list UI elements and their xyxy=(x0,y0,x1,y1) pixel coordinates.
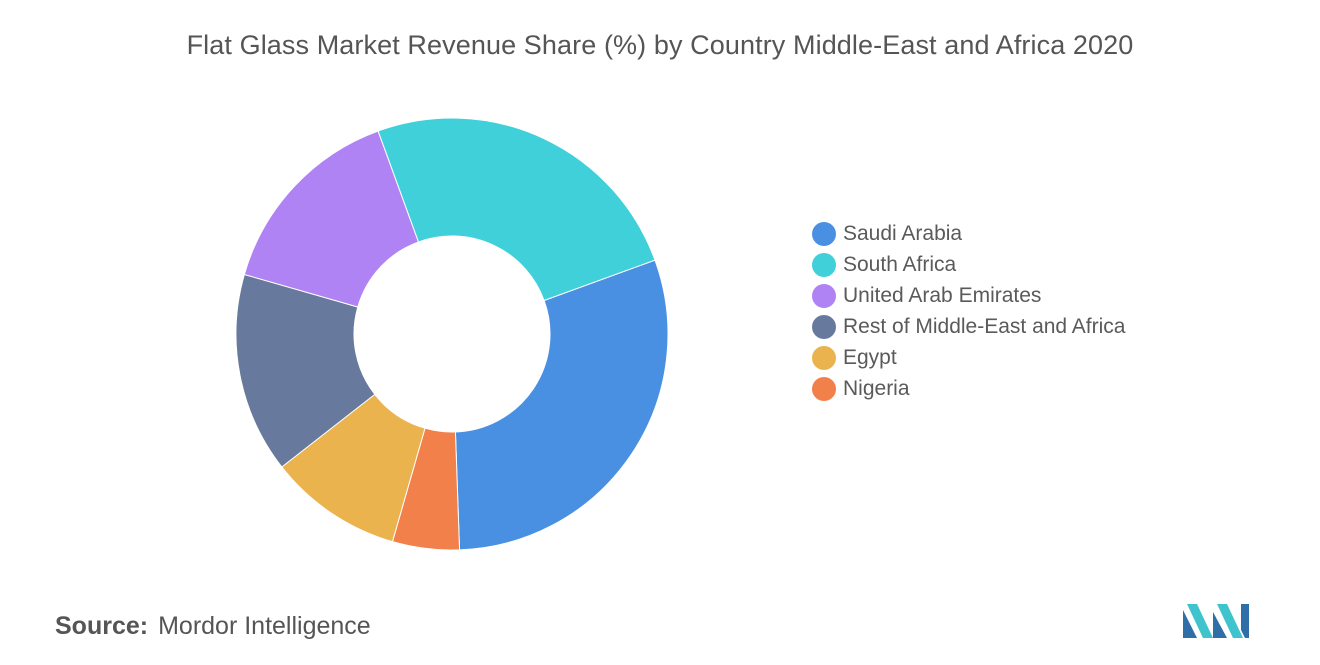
source-note: Source: Mordor Intelligence xyxy=(55,612,371,641)
legend-swatch xyxy=(812,221,836,246)
legend-item: Egypt xyxy=(812,342,1125,373)
legend-swatch xyxy=(812,283,836,308)
chart-legend: Saudi Arabia South Africa United Arab Emir… xyxy=(812,218,1125,404)
legend-swatch xyxy=(812,376,836,401)
legend-label: South Africa xyxy=(843,252,957,276)
legend-item: Saudi Arabia xyxy=(812,218,1125,249)
source-label: Source: xyxy=(55,612,149,640)
legend-label: Saudi Arabia xyxy=(843,221,963,245)
legend-item: South Africa xyxy=(812,249,1125,280)
source-value: Mordor Intelligence xyxy=(158,612,371,640)
slice-saudi-arabia xyxy=(454,259,669,551)
legend-item: Nigeria xyxy=(812,373,1125,404)
slice-south-africa xyxy=(377,117,656,302)
legend-label: Rest of Middle-East and Africa xyxy=(843,314,1126,338)
legend-item: Rest of Middle-East and Africa xyxy=(812,311,1125,342)
legend-swatch xyxy=(812,345,836,370)
mordor-intelligence-logo-icon xyxy=(1183,604,1249,638)
chart-title: Flat Glass Market Revenue Share (%) by C… xyxy=(186,30,1134,60)
legend-label: United Arab Emirates xyxy=(843,283,1042,307)
legend-label: Egypt xyxy=(843,345,897,369)
legend-item: United Arab Emirates xyxy=(812,280,1125,311)
legend-label: Nigeria xyxy=(843,376,910,400)
slice-rest-of-middle-east-and-africa xyxy=(235,273,376,468)
legend-swatch xyxy=(812,252,836,277)
slice-united-arab-emirates xyxy=(243,130,420,308)
legend-swatch xyxy=(812,314,836,339)
